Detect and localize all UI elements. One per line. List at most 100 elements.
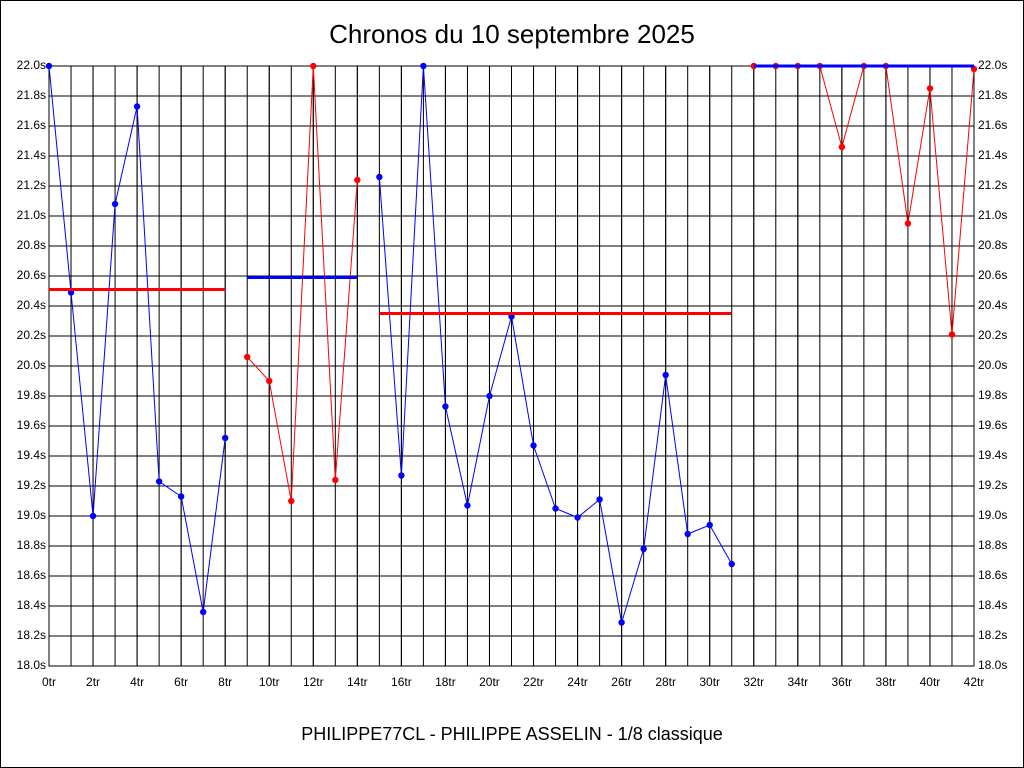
x-tick-label: 20tr — [479, 675, 500, 689]
y-tick-label: 19.2s — [17, 478, 46, 492]
y-tick-label: 20.4s — [17, 298, 46, 312]
y2-tick-label: 19.8s — [978, 388, 1007, 402]
x-tick-label: 0tr — [42, 675, 56, 689]
point — [199, 608, 207, 616]
y-tick-label: 20.2s — [17, 328, 46, 342]
y2-tick-label: 21.6s — [978, 118, 1007, 132]
point — [530, 442, 537, 449]
x-tick-label: 14tr — [347, 675, 368, 689]
point — [662, 371, 669, 379]
point — [310, 62, 317, 70]
x-tick-label: 30tr — [699, 675, 720, 689]
y2-tick-label: 19.2s — [978, 478, 1007, 492]
y-tick-label: 21.6s — [17, 118, 46, 132]
x-tick-label: 2tr — [86, 675, 100, 689]
y-tick-label: 18.2s — [17, 628, 46, 642]
point — [111, 200, 119, 208]
x-tick-label: 18tr — [435, 675, 456, 689]
point — [155, 478, 163, 485]
point — [221, 434, 229, 442]
y-tick-label: 20.0s — [17, 358, 46, 372]
x-tick-label: 32tr — [743, 675, 764, 689]
x-tick-label: 40tr — [920, 675, 941, 689]
point — [89, 512, 97, 520]
x-tick-label: 42tr — [964, 675, 985, 689]
y-tick-label: 21.0s — [17, 208, 46, 222]
x-tick-label: 24tr — [567, 675, 588, 689]
point — [904, 220, 912, 227]
point — [442, 403, 449, 410]
point — [728, 560, 735, 568]
x-tick-label: 10tr — [259, 675, 280, 689]
y-tick-label: 19.6s — [17, 418, 46, 432]
point — [288, 497, 295, 505]
y-tick-label: 18.4s — [17, 598, 46, 612]
point — [640, 545, 647, 553]
y2-tick-label: 21.2s — [978, 178, 1007, 192]
y-tick-label: 19.0s — [17, 508, 46, 522]
x-tick-label: 34tr — [787, 675, 808, 689]
x-axis-label: PHILIPPE77CL - PHILIPPE ASSELIN - 1/8 cl… — [301, 724, 723, 744]
y2-tick-label: 19.4s — [978, 448, 1007, 462]
y2-tick-label: 19.6s — [978, 418, 1007, 432]
y-tick-label: 20.6s — [17, 268, 46, 282]
point — [376, 173, 383, 181]
y2-tick-label: 18.8s — [978, 538, 1007, 552]
y2-tick-label: 21.0s — [978, 208, 1007, 222]
y-tick-label: 18.0s — [17, 658, 46, 672]
y2-tick-label: 19.0s — [978, 508, 1007, 522]
y-tick-label: 18.8s — [17, 538, 46, 552]
y-tick-label: 22.0s — [17, 58, 46, 72]
x-tick-label: 38tr — [876, 675, 897, 689]
point — [552, 505, 559, 512]
point — [464, 502, 471, 509]
x-tick-label: 6tr — [174, 675, 188, 689]
chart-title: Chronos du 10 septembre 2025 — [329, 19, 695, 49]
y-tick-label: 20.8s — [17, 238, 46, 252]
y2-tick-label: 20.4s — [978, 298, 1007, 312]
y2-tick-label: 22.0s — [978, 58, 1007, 72]
series-line — [246, 65, 358, 502]
y2-tick-label: 20.6s — [978, 268, 1007, 282]
point — [398, 472, 405, 479]
point — [45, 62, 53, 70]
y-tick-label: 21.8s — [17, 88, 46, 102]
point — [684, 530, 691, 538]
y-tick-label: 19.8s — [17, 388, 46, 402]
y-tick-label: 18.6s — [17, 568, 46, 582]
point — [332, 476, 339, 484]
x-tick-label: 28tr — [655, 675, 676, 689]
x-tick-label: 36tr — [832, 675, 853, 689]
y-tick-label: 21.2s — [17, 178, 46, 192]
y2-tick-label: 21.4s — [978, 148, 1007, 162]
point — [133, 103, 141, 110]
y2-tick-label: 18.4s — [978, 598, 1007, 612]
y2-tick-label: 20.8s — [978, 238, 1007, 252]
plot-border — [48, 65, 975, 667]
point — [838, 143, 846, 151]
point — [948, 331, 956, 338]
point — [926, 85, 934, 92]
point — [177, 493, 185, 500]
y2-tick-label: 18.2s — [978, 628, 1007, 642]
point — [486, 392, 493, 400]
x-tick-label: 16tr — [391, 675, 412, 689]
x-tick-label: 12tr — [303, 675, 324, 689]
point — [706, 521, 713, 529]
x-tick-label: 4tr — [130, 675, 144, 689]
point — [244, 353, 251, 361]
point — [354, 176, 361, 184]
point — [618, 619, 625, 626]
y-tick-label: 21.4s — [17, 148, 46, 162]
point — [574, 514, 581, 521]
y-tick-label: 19.4s — [17, 448, 46, 462]
x-tick-label: 26tr — [611, 675, 632, 689]
point — [266, 377, 273, 385]
x-tick-label: 8tr — [218, 675, 232, 689]
x-tick-label: 22tr — [523, 675, 544, 689]
y2-tick-label: 18.0s — [978, 658, 1007, 672]
y2-tick-label: 21.8s — [978, 88, 1007, 102]
y2-tick-label: 18.6s — [978, 568, 1007, 582]
